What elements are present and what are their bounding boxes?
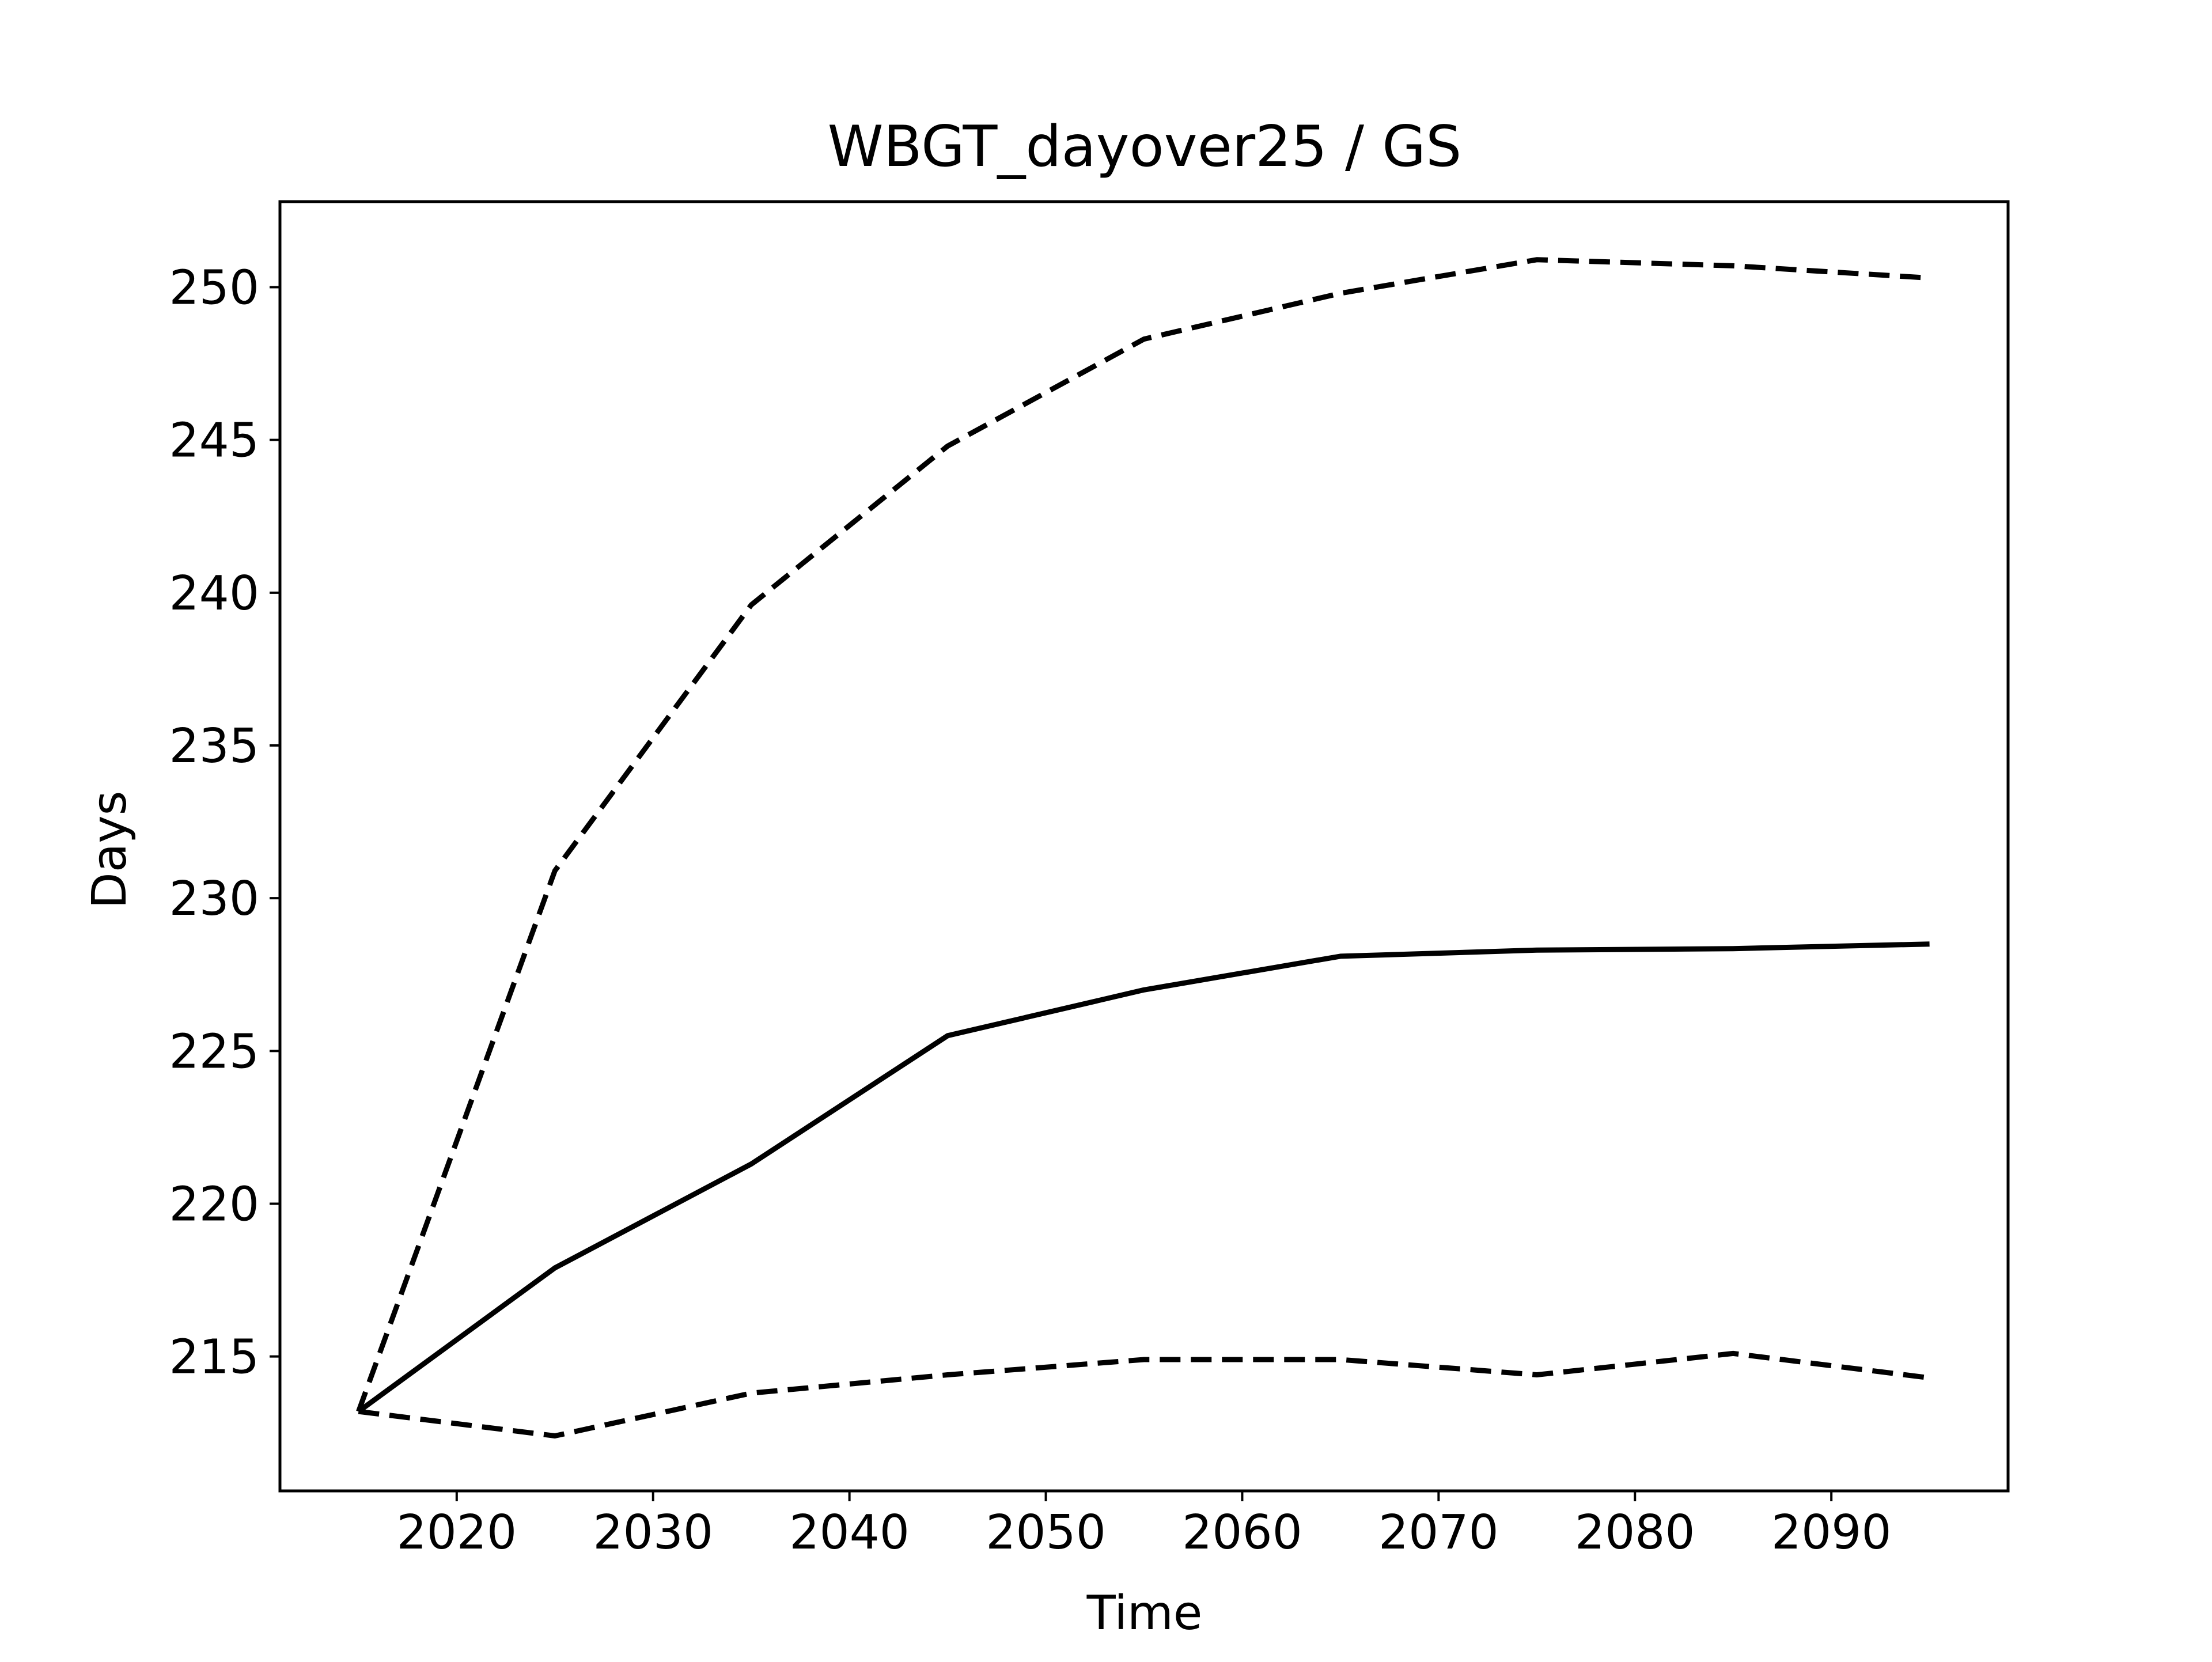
axes-frame	[278, 200, 2010, 1493]
series-group	[356, 257, 1930, 1438]
series-line-2-solid	[357, 941, 1930, 1414]
x-axis-label: Time	[1086, 1586, 1203, 1641]
x-tick-label: 2040	[789, 1505, 910, 1560]
series-line-1-dashed	[356, 257, 1930, 1413]
y-tick-label: 225	[169, 1024, 259, 1079]
y-axis-label: Days	[82, 791, 137, 909]
y-tick-label: 235	[169, 719, 259, 774]
y-tick-label: 245	[169, 414, 259, 468]
chart-title: WBGT_dayover25 / GS	[828, 114, 1462, 180]
x-tick-label: 2080	[1575, 1505, 1695, 1560]
x-tick-label: 2070	[1378, 1505, 1499, 1560]
y-tick-label: 250	[169, 260, 259, 315]
y-tick-label: 240	[169, 566, 259, 621]
x-tick-label: 2090	[1771, 1505, 1892, 1560]
x-tick-label: 2050	[986, 1505, 1106, 1560]
series-line-3-dashed	[358, 1350, 1930, 1438]
y-tick-label: 215	[169, 1330, 259, 1385]
y-tick-label: 230	[169, 872, 259, 926]
x-tick-label: 2020	[396, 1505, 517, 1560]
axis-ticks: 2020 2030 2040 2050 2060 2070 2080 2090 215 220 22…	[169, 260, 1891, 1560]
x-tick-label: 2060	[1182, 1505, 1302, 1560]
x-tick-label: 2030	[593, 1505, 713, 1560]
y-tick-label: 220	[169, 1177, 259, 1232]
